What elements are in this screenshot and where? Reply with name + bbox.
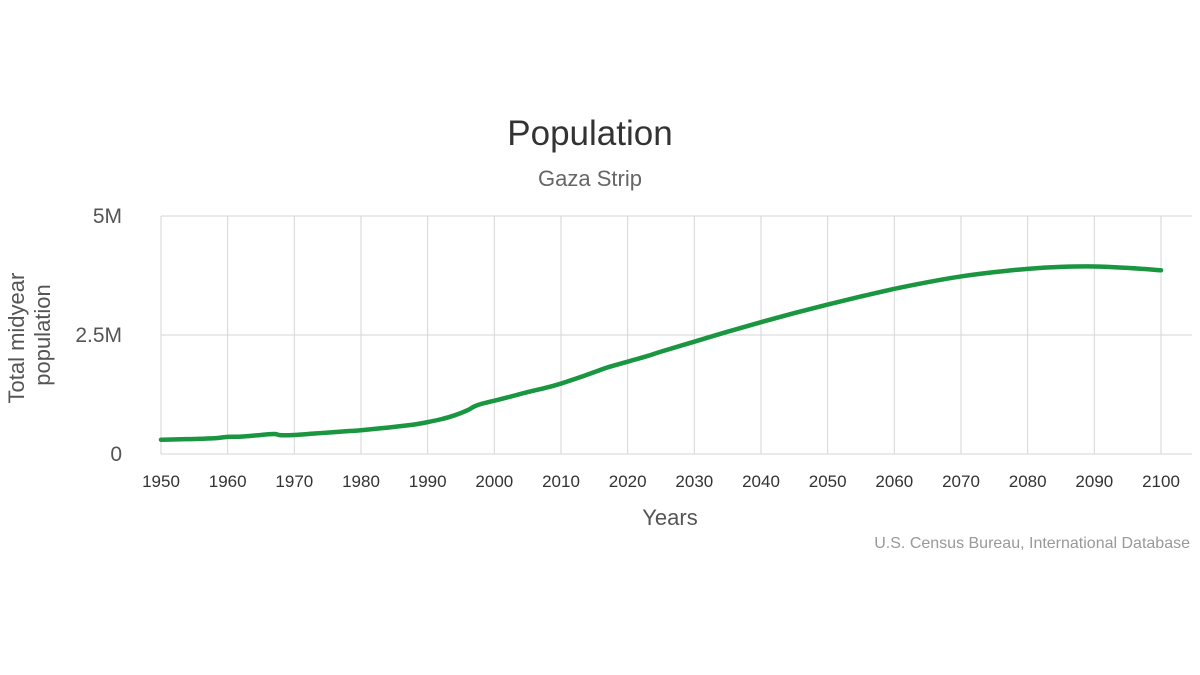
x-tick-label: 1970 bbox=[275, 472, 313, 491]
data-point bbox=[792, 311, 796, 315]
x-tick-label: 2020 bbox=[609, 472, 647, 491]
x-tick-label: 2010 bbox=[542, 472, 580, 491]
x-tick-label: 2090 bbox=[1075, 472, 1113, 491]
data-point bbox=[439, 417, 443, 421]
data-point bbox=[1092, 264, 1096, 269]
data-point bbox=[279, 433, 283, 437]
data-point bbox=[179, 437, 183, 441]
data-point bbox=[479, 402, 483, 406]
data-point bbox=[379, 426, 383, 430]
data-point bbox=[492, 399, 496, 403]
x-tick-label: 2030 bbox=[675, 472, 713, 491]
data-point bbox=[626, 360, 630, 364]
data-point bbox=[606, 365, 610, 369]
data-point bbox=[592, 370, 596, 374]
data-point bbox=[472, 404, 476, 408]
data-point bbox=[546, 385, 550, 389]
y-axis-title-line-2: population bbox=[30, 284, 55, 386]
data-point bbox=[346, 429, 350, 433]
x-tick-label: 1960 bbox=[209, 472, 247, 491]
x-tick-label: 1990 bbox=[409, 472, 447, 491]
x-tick-label: 2080 bbox=[1009, 472, 1047, 491]
data-point bbox=[312, 431, 316, 436]
x-tick-label: 2070 bbox=[942, 472, 980, 491]
data-point bbox=[692, 340, 696, 344]
y-tick-label: 5M bbox=[93, 205, 122, 228]
data-point bbox=[272, 432, 276, 436]
y-axis-title: Total midyear population bbox=[4, 267, 55, 404]
data-point bbox=[1059, 265, 1063, 269]
data-point bbox=[192, 437, 196, 441]
data-point bbox=[926, 280, 930, 284]
data-point bbox=[726, 330, 730, 334]
data-point bbox=[579, 375, 583, 379]
data-point bbox=[826, 302, 830, 307]
data-point bbox=[359, 428, 363, 432]
data-point bbox=[159, 438, 163, 442]
data-point bbox=[859, 294, 863, 299]
data-point bbox=[959, 274, 963, 279]
data-point bbox=[1026, 267, 1030, 271]
data-point bbox=[292, 433, 296, 437]
data-point bbox=[646, 354, 650, 358]
chart-credits: U.S. Census Bureau, International Databa… bbox=[874, 535, 1190, 552]
x-gridlines bbox=[160, 216, 1162, 454]
data-point bbox=[326, 430, 330, 435]
x-tick-label: 1950 bbox=[142, 472, 180, 491]
data-point bbox=[212, 436, 216, 440]
series-points bbox=[159, 264, 1163, 442]
y-tick-label: 2.5M bbox=[75, 324, 122, 347]
x-tick-label: 2040 bbox=[742, 472, 780, 491]
data-point bbox=[226, 435, 230, 439]
x-tick-label: 2050 bbox=[809, 472, 847, 491]
data-point bbox=[259, 433, 263, 437]
x-tick-label: 1980 bbox=[342, 472, 380, 491]
x-tick-label: 2100 bbox=[1142, 472, 1180, 491]
data-point bbox=[892, 287, 896, 291]
data-point bbox=[392, 425, 396, 429]
data-point bbox=[412, 422, 416, 427]
y-gridlines bbox=[161, 215, 1192, 455]
y-tick-label: 0 bbox=[110, 443, 122, 466]
x-tick-label: 2060 bbox=[875, 472, 913, 491]
data-point bbox=[452, 413, 456, 418]
data-point bbox=[1126, 266, 1130, 270]
data-point bbox=[1159, 268, 1163, 272]
data-point bbox=[239, 435, 243, 439]
data-point bbox=[506, 395, 510, 399]
chart-subtitle: Gaza Strip bbox=[538, 166, 642, 191]
data-point bbox=[426, 420, 430, 424]
data-point bbox=[659, 350, 663, 354]
data-point bbox=[759, 320, 763, 324]
x-axis-tick-labels: 1950 1960 1970 1980 1990 2000 2010 2020 2030 2040… bbox=[142, 472, 1180, 491]
data-point bbox=[526, 390, 530, 394]
chart-title: Population bbox=[507, 114, 672, 153]
y-axis-tick-labels: 0 2.5M 5M bbox=[75, 205, 122, 466]
data-point bbox=[992, 270, 996, 274]
y-axis-title-line-1: Total midyear bbox=[4, 273, 29, 404]
data-point bbox=[466, 408, 470, 412]
data-point bbox=[559, 381, 563, 386]
x-axis-title: Years bbox=[642, 505, 697, 530]
x-tick-label: 2000 bbox=[475, 472, 513, 491]
